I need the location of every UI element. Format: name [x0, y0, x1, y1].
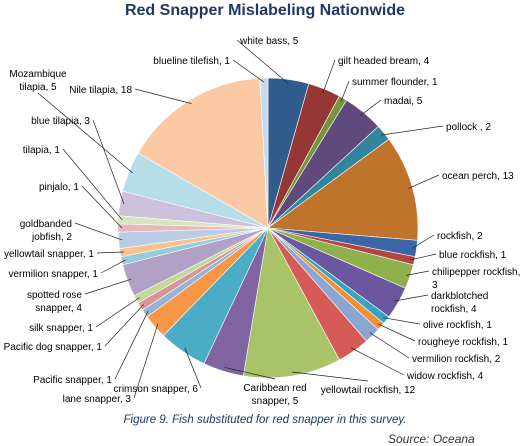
leader-line — [100, 259, 126, 274]
slice-label: summer flounder, 1 — [352, 77, 438, 88]
pie-slice — [137, 77, 269, 229]
slice-label: blue tilapia, 3 — [31, 116, 90, 127]
leader-line — [114, 311, 149, 380]
slice-label: widow rockfish, 4 — [406, 371, 484, 382]
leader-line — [380, 125, 444, 136]
slice-label: vermilion snapper, 1 — [9, 269, 99, 280]
slice-label: blueline tilefish, 1 — [153, 56, 230, 67]
leader-line — [322, 59, 336, 93]
slice-label: pinjalo, 1 — [39, 182, 79, 193]
leader-line — [410, 253, 437, 261]
slice-label: gilt headed bream, 4 — [338, 56, 430, 67]
leader-line — [406, 270, 430, 276]
leader-line — [291, 371, 369, 382]
slice-label: Pacific dog snapper, 1 — [4, 342, 103, 353]
slice-label: Nile tilapia, 18 — [69, 85, 132, 96]
slice-label: lane snapper, 3 — [63, 394, 132, 405]
leader-line — [232, 59, 265, 83]
leader-line — [81, 185, 123, 229]
leader-line — [184, 347, 202, 389]
slice-label: pollock , 2 — [446, 122, 491, 133]
leader-line — [340, 80, 350, 102]
leader-line — [84, 278, 132, 295]
slice-label: white bass, 5 — [239, 36, 299, 47]
leader-line — [394, 294, 429, 302]
leader-line — [369, 332, 410, 359]
slice-label: Pacific snapper, 1 — [33, 375, 112, 386]
slice-label: chilipepper rockfish, 3 — [432, 267, 520, 291]
leader-line — [351, 347, 405, 376]
pie-slice — [242, 227, 340, 379]
slice-label: Caribbean red snapper, 5 — [243, 383, 306, 407]
leader-line — [383, 317, 421, 325]
slice-label: ocean perch, 13 — [442, 171, 514, 182]
leader-line — [412, 234, 435, 249]
slice-label: darkblotched rockfish, 4 — [431, 291, 488, 315]
leader-line — [377, 323, 416, 342]
leader-line — [134, 88, 192, 104]
slice-label: rougheye rockfish, 1 — [418, 337, 508, 348]
slice-label: madai, 5 — [384, 96, 423, 107]
leader-line — [408, 174, 440, 189]
leader-line — [133, 323, 159, 399]
slice-label: blue rockfish, 1 — [439, 250, 507, 261]
leader-line — [92, 119, 125, 205]
leader-line — [95, 297, 140, 328]
pie-slice — [267, 138, 419, 241]
slice-label: tilapia, 1 — [23, 145, 61, 156]
slice-label: Mozambique tilapia, 5 — [9, 69, 67, 93]
leader-line — [236, 39, 289, 84]
leader-line — [360, 99, 382, 116]
leader-line — [37, 92, 133, 174]
leader-line — [224, 367, 276, 380]
slice-label: rockfish, 2 — [437, 231, 483, 242]
slice-label: goldbanded jobfish, 2 — [20, 219, 73, 243]
slice-label: olive rockfish, 1 — [423, 320, 492, 331]
slice-label: spotted rose snapper, 4 — [27, 290, 82, 314]
slice-label: yellowtail rockfish, 12 — [321, 385, 416, 396]
slice-label: yellowtail snapper, 1 — [4, 249, 94, 260]
leader-line — [74, 222, 123, 241]
figure-caption: Figure 9. Fish substituted for red snapp… — [123, 414, 407, 426]
source-note: Source: Oceana — [388, 432, 475, 446]
leader-line — [96, 251, 125, 254]
leader-line — [62, 148, 123, 221]
leader-line — [104, 304, 144, 347]
chart-title: Red Snapper Mislabeling Nationwide — [124, 2, 406, 19]
slice-label: crimson snapper, 6 — [114, 384, 199, 395]
slice-label: silk snapper, 1 — [29, 323, 93, 334]
slice-label: vermilion rockfish, 2 — [412, 354, 501, 365]
pie-slice — [259, 77, 269, 229]
